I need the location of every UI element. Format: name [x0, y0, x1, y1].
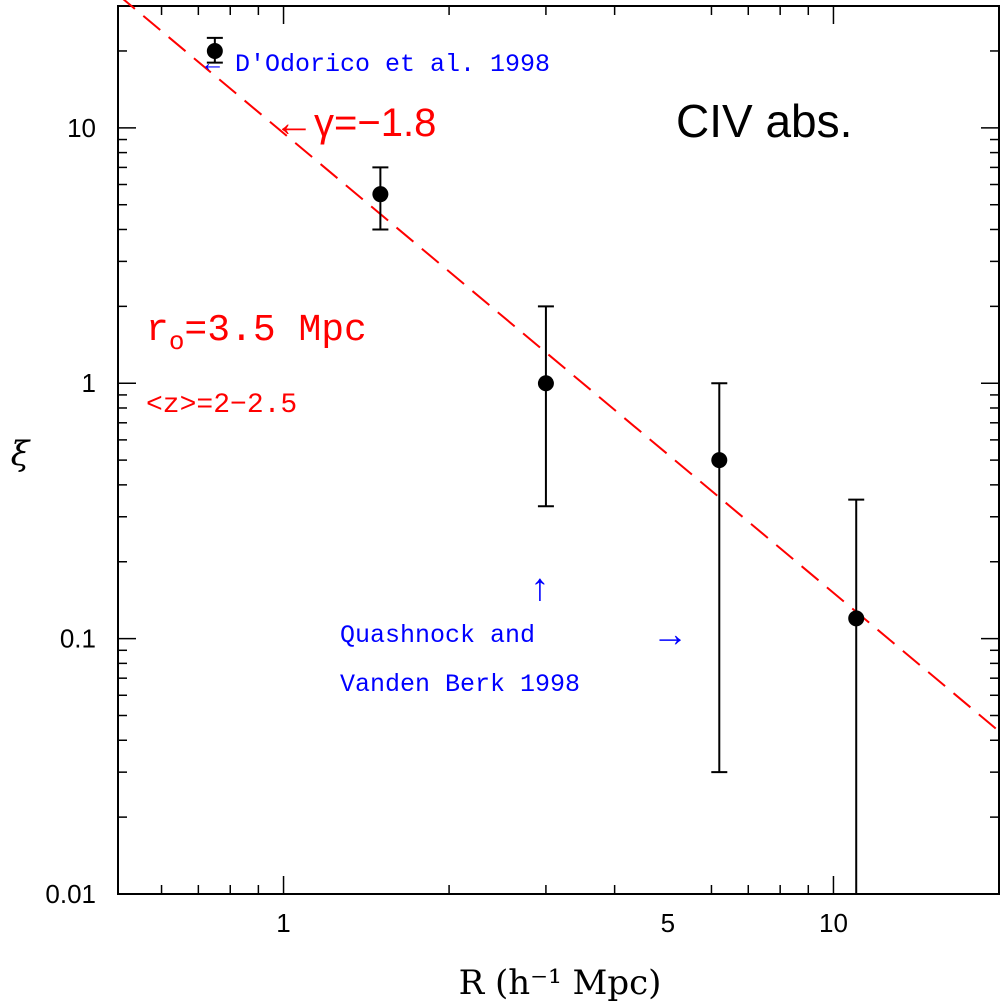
fit-line [122, 0, 1000, 732]
major-ticks [118, 6, 999, 894]
data-points [206, 36, 865, 894]
z-label: <z>=2−2.5 [146, 390, 297, 421]
gamma-label: ←γ=−1.8 [274, 101, 436, 145]
data-point [848, 610, 865, 627]
data-point [206, 42, 223, 59]
y-tick-label: 10 [67, 113, 96, 143]
x-tick-label: 5 [661, 908, 675, 938]
data-point [372, 186, 389, 203]
x-axis-label: R (h⁻¹ Mpc) [459, 963, 662, 1003]
chart-title: CIV abs. [676, 95, 852, 147]
data-point [537, 375, 554, 392]
y-tick-label: 1 [82, 368, 96, 398]
minor-ticks [118, 5, 1000, 894]
quashnock-line1: Quashnock and [340, 621, 535, 650]
tick-labels: 1 5 10 10 1 0.1 0.01 [45, 113, 848, 938]
x-tick-label: 1 [276, 908, 290, 938]
up-arrow: ↑ [531, 567, 550, 609]
data-point [711, 452, 728, 469]
dodorico-annotation: ← D'Odorico et al. 1998 [205, 50, 550, 79]
right-arrow: → [652, 613, 688, 654]
y-axis-label: ξ [11, 434, 32, 474]
y-tick-label: 0.01 [45, 879, 96, 909]
x-tick-label: 10 [819, 908, 848, 938]
plot-frame [117, 5, 1000, 895]
quashnock-line2: Vanden Berk 1998 [340, 670, 580, 699]
r0-label: ro=3.5 Mpc [146, 309, 367, 357]
y-tick-label: 0.1 [60, 624, 96, 654]
